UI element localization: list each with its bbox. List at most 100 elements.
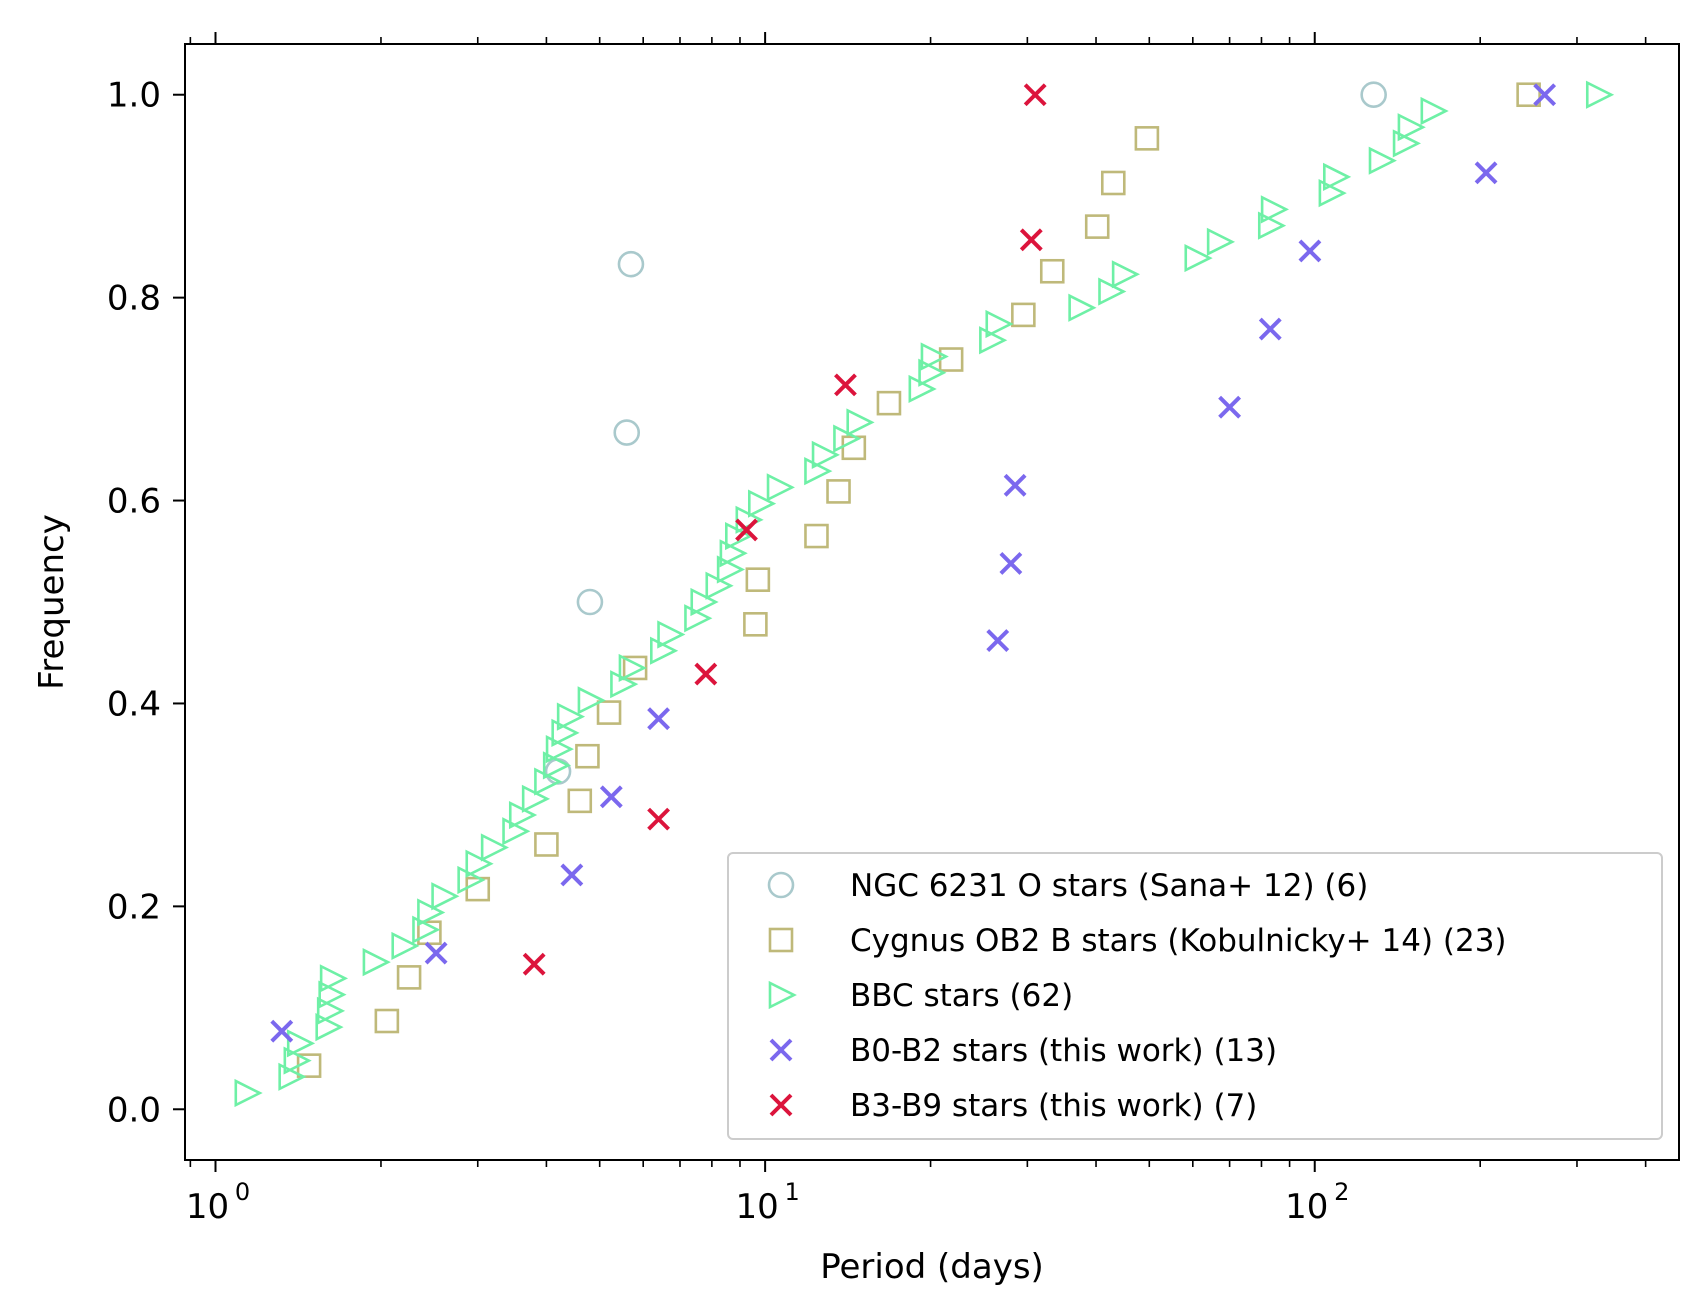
data-point xyxy=(647,807,671,831)
data-point xyxy=(396,965,422,990)
data-point xyxy=(1298,239,1322,263)
legend-entry: BBC stars (62) xyxy=(768,978,1073,1014)
data-point xyxy=(743,612,768,637)
data-point xyxy=(1100,170,1126,196)
x-axis-label: Period (days) xyxy=(820,1247,1044,1287)
y-axis-label: Frequency xyxy=(32,514,72,690)
data-point xyxy=(613,419,641,446)
y-axis: 0.0 0.2 0.4 0.6 0.8 1.0 xyxy=(107,76,185,1130)
data-point xyxy=(315,1012,344,1042)
legend-marker xyxy=(767,871,795,899)
data-point xyxy=(577,686,606,715)
x-tick-label: 10 xyxy=(735,1187,778,1227)
data-point xyxy=(575,743,600,769)
legend-label: NGC 6231 O stars (Sana+ 12) (6) xyxy=(850,868,1368,904)
data-point xyxy=(920,342,949,371)
data-point xyxy=(318,980,347,1009)
data-point xyxy=(534,832,559,857)
data-point xyxy=(542,751,572,780)
data-point xyxy=(1218,395,1242,419)
data-point xyxy=(804,457,833,486)
legend-marker xyxy=(768,980,797,1010)
data-point xyxy=(1206,227,1236,256)
series-2 xyxy=(296,82,1541,1078)
data-point xyxy=(1023,83,1047,107)
data-point xyxy=(1084,214,1110,239)
legend-entry: B0-B2 stars (this work) (13) xyxy=(769,1033,1277,1069)
data-point xyxy=(1011,302,1036,328)
data-point xyxy=(618,653,647,683)
series-5 xyxy=(522,83,1047,976)
data-point xyxy=(286,1029,316,1058)
data-point xyxy=(1585,80,1615,109)
data-point xyxy=(551,718,580,747)
legend: NGC 6231 O stars (Sana+ 12) (6) Cygnus OB… xyxy=(727,852,1663,1140)
data-point xyxy=(391,931,420,961)
x-axis: 10 0 10 1 10 2 xyxy=(186,32,1647,1227)
data-point xyxy=(1516,82,1541,108)
data-point xyxy=(657,620,686,649)
plot-marks xyxy=(234,80,1615,1108)
x-tick-exponent: 2 xyxy=(1334,1178,1349,1206)
data-point xyxy=(1360,81,1387,109)
data-point xyxy=(1019,228,1043,252)
legend-label: Cygnus OB2 B stars (Kobulnicky+ 14) (23) xyxy=(850,923,1507,959)
data-point xyxy=(650,636,679,665)
data-point xyxy=(834,373,857,397)
data-point xyxy=(1003,473,1027,497)
data-point xyxy=(1098,277,1127,306)
data-point xyxy=(617,250,645,278)
legend-marker xyxy=(769,1038,793,1062)
data-point xyxy=(480,833,510,862)
data-point xyxy=(560,863,584,887)
y-tick-label: 0.6 xyxy=(107,482,161,522)
data-point xyxy=(522,952,546,976)
data-point xyxy=(1318,179,1347,208)
data-point xyxy=(278,1062,307,1091)
data-point xyxy=(1184,243,1213,273)
data-point xyxy=(846,408,875,437)
data-point xyxy=(1039,258,1065,284)
y-tick-label: 0.8 xyxy=(107,279,161,319)
data-point xyxy=(417,898,446,927)
legend-label: B3-B9 stars (this work) (7) xyxy=(850,1088,1257,1124)
data-point xyxy=(647,707,671,731)
data-point xyxy=(766,473,795,502)
series-1 xyxy=(544,81,1387,785)
legend-entry: NGC 6231 O stars (Sana+ 12) (6) xyxy=(767,868,1368,904)
data-point xyxy=(599,785,623,809)
data-point xyxy=(694,662,718,686)
x-tick-exponent: 0 xyxy=(235,1178,250,1206)
x-tick-exponent: 1 xyxy=(784,1178,799,1206)
data-point xyxy=(1420,96,1449,126)
legend-entry: B3-B9 stars (this work) (7) xyxy=(769,1088,1257,1124)
x-tick-label: 10 xyxy=(186,1187,229,1227)
data-point xyxy=(1134,126,1160,151)
data-point xyxy=(412,915,441,944)
data-point xyxy=(735,518,758,542)
data-point xyxy=(1474,161,1498,185)
data-point xyxy=(234,1078,263,1108)
data-point xyxy=(457,865,486,895)
data-point xyxy=(424,941,448,965)
legend-box xyxy=(727,852,1663,1140)
y-tick-label: 0.2 xyxy=(107,887,161,927)
data-point xyxy=(576,588,604,616)
data-point xyxy=(1397,113,1426,142)
data-point xyxy=(1257,211,1287,240)
data-point xyxy=(1111,260,1141,289)
y-tick-label: 1.0 xyxy=(107,76,161,116)
legend-marker xyxy=(769,1093,793,1117)
data-point xyxy=(811,440,840,469)
data-point xyxy=(826,479,851,504)
data-point xyxy=(567,788,593,814)
data-point xyxy=(719,539,748,568)
data-point xyxy=(716,555,746,584)
data-point xyxy=(465,849,494,878)
data-point xyxy=(1258,317,1282,341)
data-point xyxy=(374,1008,400,1034)
data-point xyxy=(556,702,586,731)
data-point xyxy=(985,309,1014,339)
data-point xyxy=(1260,195,1290,224)
